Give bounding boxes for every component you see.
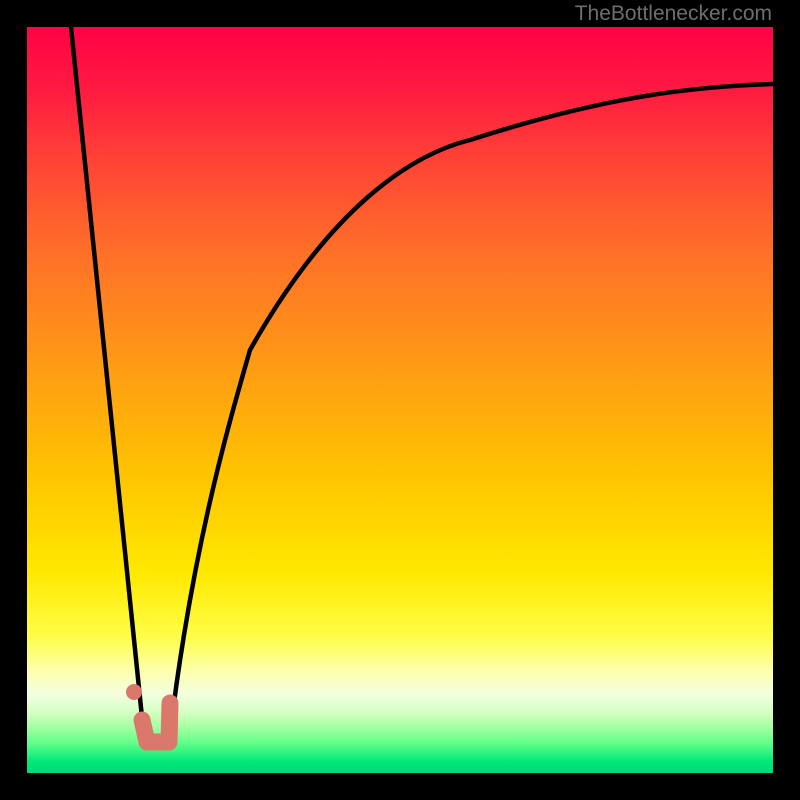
curve-overlay <box>0 0 800 800</box>
marker-hook <box>142 703 170 742</box>
right-ascent-curve <box>170 84 773 734</box>
left-descent-line <box>71 27 143 727</box>
marker-dot <box>126 684 142 700</box>
chart-root: TheBottlenecker.com <box>0 0 800 800</box>
